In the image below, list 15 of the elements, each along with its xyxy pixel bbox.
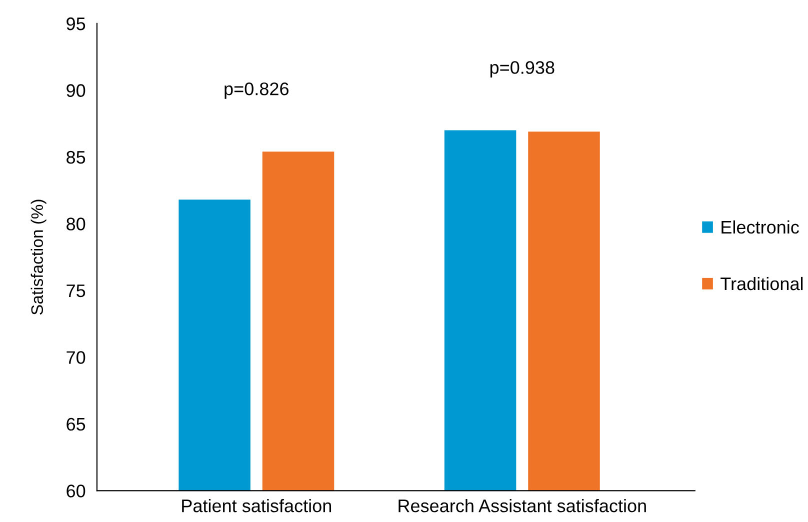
y-tick-label: 60 (66, 484, 86, 498)
annotation: p=0.938 (490, 61, 554, 78)
y-tick-label: 65 (66, 418, 86, 431)
y-tick-label: 85 (66, 150, 86, 164)
x-tick-label: Patient satisfaction (182, 499, 332, 512)
legend-label: Electronic (722, 220, 799, 234)
y-tick-label: 95 (66, 17, 86, 30)
annotation: p=0.826 (224, 82, 288, 99)
y-tick-label: 90 (66, 84, 86, 97)
y-tick-label: 70 (66, 351, 86, 364)
y-tick-label: 80 (66, 218, 86, 230)
y-tick-label: 75 (66, 284, 86, 298)
legend-label: Traditional (720, 276, 803, 290)
x-tick-label: Research Assistant satisfaction (398, 499, 646, 512)
y-axis-title: Satisfaction (%) (30, 200, 46, 315)
